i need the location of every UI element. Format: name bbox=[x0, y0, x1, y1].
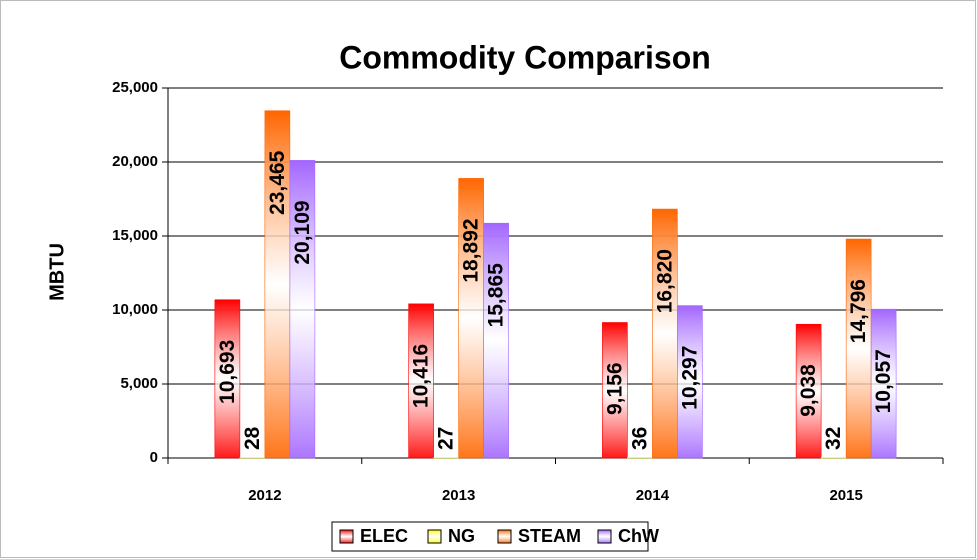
legend-swatch bbox=[427, 529, 442, 544]
legend-label: ELEC bbox=[360, 526, 408, 546]
legend-label: ChW bbox=[618, 526, 659, 546]
x-tick-label: 2013 bbox=[442, 487, 475, 504]
data-label: 18,892 bbox=[460, 218, 483, 282]
x-tick-label: 2012 bbox=[248, 487, 281, 504]
x-tick-label: 2014 bbox=[636, 487, 670, 504]
bar bbox=[870, 308, 897, 459]
bar bbox=[458, 178, 484, 459]
bar bbox=[483, 222, 509, 459]
y-tick-label: 20,000 bbox=[112, 153, 158, 170]
bar bbox=[264, 110, 291, 459]
data-label: 9,156 bbox=[603, 362, 626, 415]
y-tick-label: 15,000 bbox=[112, 227, 158, 244]
legend-label: NG bbox=[448, 526, 475, 546]
data-label: 10,416 bbox=[410, 344, 433, 408]
legend: ELEC NG STEAM ChW bbox=[331, 521, 659, 552]
bar bbox=[408, 303, 434, 459]
legend-swatch bbox=[597, 529, 612, 544]
data-label: 9,038 bbox=[797, 364, 820, 417]
legend-swatch bbox=[497, 529, 512, 544]
y-tick-label: 5,000 bbox=[120, 375, 158, 392]
bar bbox=[627, 457, 653, 459]
legend-swatch bbox=[339, 529, 354, 544]
data-label: 27 bbox=[435, 427, 458, 450]
bar bbox=[845, 238, 872, 459]
legend-label: STEAM bbox=[518, 526, 581, 546]
data-label: 28 bbox=[241, 426, 264, 450]
bar bbox=[652, 208, 678, 459]
bar bbox=[677, 305, 703, 459]
legend-box bbox=[331, 521, 649, 552]
y-tick-label: 25,000 bbox=[112, 79, 158, 96]
data-label: 10,693 bbox=[216, 340, 239, 404]
data-label: 23,465 bbox=[266, 150, 289, 215]
x-tick-label: 2015 bbox=[829, 487, 862, 504]
bar bbox=[289, 160, 316, 459]
bar bbox=[795, 323, 822, 459]
y-tick-label: 10,000 bbox=[112, 301, 158, 318]
y-tick-label: 0 bbox=[150, 449, 158, 466]
data-label: 14,796 bbox=[847, 279, 870, 343]
bar bbox=[214, 299, 241, 459]
data-label: 10,057 bbox=[872, 349, 895, 413]
data-label: 20,109 bbox=[291, 200, 314, 264]
data-label: 16,820 bbox=[653, 249, 676, 313]
data-label: 10,297 bbox=[678, 346, 701, 410]
data-label: 15,865 bbox=[485, 263, 508, 328]
chart-title: Commodity Comparison bbox=[339, 39, 711, 75]
data-label: 32 bbox=[822, 427, 845, 450]
y-axis-label: MBTU bbox=[46, 243, 68, 301]
data-label: 36 bbox=[628, 427, 651, 450]
bar bbox=[602, 322, 628, 459]
